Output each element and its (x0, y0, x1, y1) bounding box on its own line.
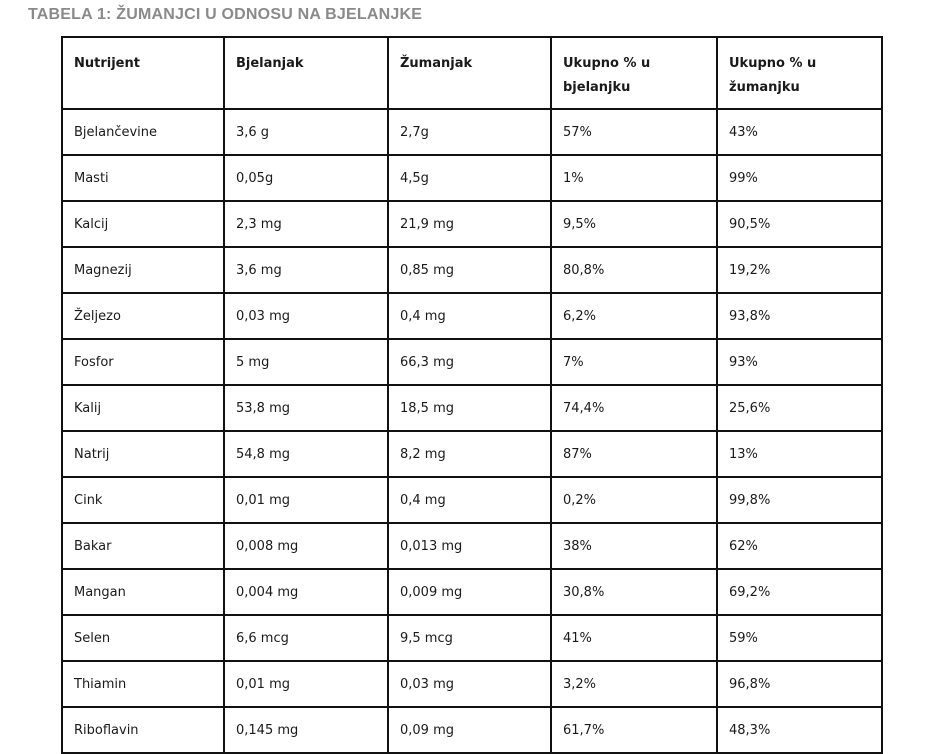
cell-percent-white: 7% (550, 338, 718, 386)
header-percent-white: Ukupno % u bjelanjku (550, 36, 718, 110)
cell-nutrient: Kalij (61, 384, 225, 432)
cell-nutrient: Thiamin (61, 660, 225, 708)
cell-egg-white: 3,6 mg (223, 246, 389, 294)
cell-percent-white: 0,2% (550, 476, 718, 524)
header-nutrient: Nutrijent (61, 36, 225, 110)
table-row: Fosfor 5 mg 66,3 mg 7% 93% (61, 338, 883, 386)
cell-percent-yolk: 48,3% (716, 706, 883, 754)
cell-egg-yolk: 4,5g (387, 154, 552, 202)
cell-percent-white: 41% (550, 614, 718, 662)
cell-egg-yolk: 0,013 mg (387, 522, 552, 570)
table-row: Selen 6,6 mcg 9,5 mcg 41% 59% (61, 614, 883, 662)
cell-egg-white: 0,008 mg (223, 522, 389, 570)
table-caption: TABELA 1: ŽUMANJCI U ODNOSU NA BJELANJKE (28, 6, 423, 23)
cell-nutrient: Masti (61, 154, 225, 202)
cell-percent-white: 1% (550, 154, 718, 202)
cell-egg-yolk: 66,3 mg (387, 338, 552, 386)
cell-egg-white: 2,3 mg (223, 200, 389, 248)
table-header-row: Nutrijent Bjelanjak Žumanjak Ukupno % u … (61, 36, 883, 110)
cell-nutrient: Kalcij (61, 200, 225, 248)
cell-egg-white: 54,8 mg (223, 430, 389, 478)
cell-percent-yolk: 90,5% (716, 200, 883, 248)
cell-egg-yolk: 0,4 mg (387, 476, 552, 524)
cell-percent-white: 74,4% (550, 384, 718, 432)
table-row: Kalij 53,8 mg 18,5 mg 74,4% 25,6% (61, 384, 883, 432)
cell-percent-yolk: 19,2% (716, 246, 883, 294)
cell-egg-yolk: 9,5 mcg (387, 614, 552, 662)
cell-egg-white: 6,6 mcg (223, 614, 389, 662)
cell-percent-white: 80,8% (550, 246, 718, 294)
cell-percent-white: 87% (550, 430, 718, 478)
cell-egg-white: 53,8 mg (223, 384, 389, 432)
nutrient-table: Nutrijent Bjelanjak Žumanjak Ukupno % u … (61, 36, 883, 754)
cell-egg-yolk: 18,5 mg (387, 384, 552, 432)
table-row: Thiamin 0,01 mg 0,03 mg 3,2% 96,8% (61, 660, 883, 708)
cell-egg-yolk: 21,9 mg (387, 200, 552, 248)
cell-egg-white: 0,145 mg (223, 706, 389, 754)
table-body: Bjelančevine 3,6 g 2,7g 57% 43% Masti 0,05g 4,5… (61, 108, 883, 754)
table-row: Cink 0,01 mg 0,4 mg 0,2% 99,8% (61, 476, 883, 524)
cell-egg-yolk: 0,009 mg (387, 568, 552, 616)
header-egg-white: Bjelanjak (223, 36, 389, 110)
cell-percent-yolk: 96,8% (716, 660, 883, 708)
cell-percent-yolk: 62% (716, 522, 883, 570)
cell-nutrient: Selen (61, 614, 225, 662)
cell-percent-yolk: 25,6% (716, 384, 883, 432)
cell-egg-yolk: 2,7g (387, 108, 552, 156)
cell-percent-yolk: 69,2% (716, 568, 883, 616)
cell-percent-white: 9,5% (550, 200, 718, 248)
cell-egg-yolk: 8,2 mg (387, 430, 552, 478)
cell-egg-yolk: 0,09 mg (387, 706, 552, 754)
cell-percent-white: 30,8% (550, 568, 718, 616)
cell-percent-yolk: 99,8% (716, 476, 883, 524)
cell-percent-white: 6,2% (550, 292, 718, 340)
cell-nutrient: Željezo (61, 292, 225, 340)
cell-nutrient: Magnezij (61, 246, 225, 294)
cell-percent-yolk: 43% (716, 108, 883, 156)
table-row: Željezo 0,03 mg 0,4 mg 6,2% 93,8% (61, 292, 883, 340)
cell-egg-white: 0,03 mg (223, 292, 389, 340)
table-row: Bakar 0,008 mg 0,013 mg 38% 62% (61, 522, 883, 570)
cell-egg-yolk: 0,4 mg (387, 292, 552, 340)
cell-egg-white: 3,6 g (223, 108, 389, 156)
table-row: Masti 0,05g 4,5g 1% 99% (61, 154, 883, 202)
cell-percent-white: 3,2% (550, 660, 718, 708)
table-row: Kalcij 2,3 mg 21,9 mg 9,5% 90,5% (61, 200, 883, 248)
cell-egg-white: 0,05g (223, 154, 389, 202)
cell-percent-white: 57% (550, 108, 718, 156)
table-row: Bjelančevine 3,6 g 2,7g 57% 43% (61, 108, 883, 156)
cell-egg-white: 0,004 mg (223, 568, 389, 616)
table-row: Mangan 0,004 mg 0,009 mg 30,8% 69,2% (61, 568, 883, 616)
cell-egg-yolk: 0,03 mg (387, 660, 552, 708)
cell-nutrient: Riboflavin (61, 706, 225, 754)
cell-egg-white: 0,01 mg (223, 660, 389, 708)
cell-egg-white: 0,01 mg (223, 476, 389, 524)
cell-percent-white: 38% (550, 522, 718, 570)
cell-nutrient: Cink (61, 476, 225, 524)
cell-percent-yolk: 93% (716, 338, 883, 386)
cell-percent-yolk: 99% (716, 154, 883, 202)
table-row: Magnezij 3,6 mg 0,85 mg 80,8% 19,2% (61, 246, 883, 294)
cell-percent-yolk: 13% (716, 430, 883, 478)
cell-percent-yolk: 93,8% (716, 292, 883, 340)
header-percent-yolk: Ukupno % u žumanjku (716, 36, 883, 110)
table-row: Riboflavin 0,145 mg 0,09 mg 61,7% 48,3% (61, 706, 883, 754)
cell-nutrient: Natrij (61, 430, 225, 478)
cell-egg-yolk: 0,85 mg (387, 246, 552, 294)
cell-nutrient: Mangan (61, 568, 225, 616)
cell-nutrient: Bakar (61, 522, 225, 570)
cell-nutrient: Bjelančevine (61, 108, 225, 156)
cell-nutrient: Fosfor (61, 338, 225, 386)
table-row: Natrij 54,8 mg 8,2 mg 87% 13% (61, 430, 883, 478)
cell-percent-white: 61,7% (550, 706, 718, 754)
cell-egg-white: 5 mg (223, 338, 389, 386)
header-egg-yolk: Žumanjak (387, 36, 552, 110)
cell-percent-yolk: 59% (716, 614, 883, 662)
